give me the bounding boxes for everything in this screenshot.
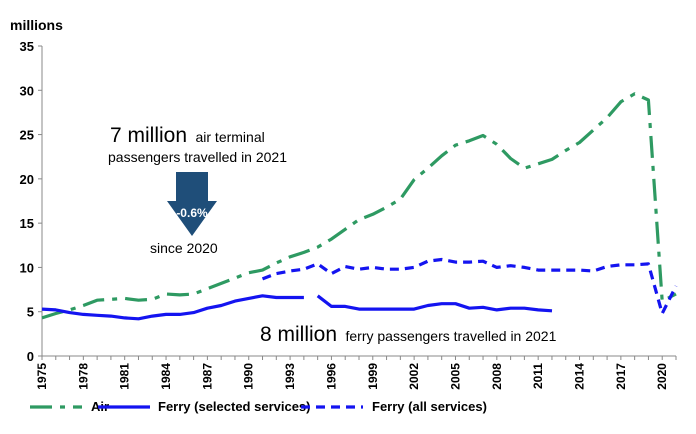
x-tick-label: 2005 [448,363,462,390]
x-tick-label: 1996 [324,363,338,390]
series-line-ferry-selected-services [41,294,304,321]
y-tick-label: 10 [20,260,34,275]
series-line-ferry-selected-services [316,294,553,313]
air-annotation: 7 million air terminal [110,124,265,147]
ferry-annotation-text: ferry passengers travelled in 2021 [345,328,556,344]
x-tick-label: 2002 [407,363,421,390]
x-tick-label: 2014 [573,363,587,390]
arrow-caption: since 2020 [150,240,218,256]
y-tick-label: 20 [20,172,34,187]
series-line-ferry-all-services [261,257,678,316]
air-annotation-value: 7 million [110,124,187,147]
y-tick-label: 25 [20,128,34,143]
y-tick-label: 0 [27,349,34,364]
x-tick-label: 2020 [655,363,669,390]
air-annotation-line2: passengers travelled in 2021 [108,149,287,165]
y-axis-label: millions [10,17,63,33]
y-tick-label: 30 [20,83,34,98]
y-tick-label: 5 [27,305,34,320]
legend: AirFerry (selected services)Ferry (all s… [30,399,487,414]
x-tick-label: 1984 [159,363,173,390]
x-tick-label: 2017 [614,363,628,390]
arrow-change-value: -0.6% [176,206,208,220]
x-tick-label: 1987 [200,363,214,390]
down-arrow-icon [167,172,217,236]
ferry-annotation-value: 8 million [260,323,337,346]
y-tick-label: 35 [20,39,34,54]
x-tick-label: 1999 [366,363,380,390]
x-tick-label: 1975 [35,363,49,390]
series-layer [41,92,678,321]
x-tick-label: 1981 [118,363,132,390]
x-tick-label: 1978 [76,363,90,390]
x-tick-label: 2008 [490,363,504,390]
legend-label: Ferry (all services) [372,399,487,414]
ferry-annotation: 8 million ferry passengers travelled in … [260,323,557,346]
y-ticks: 0 5 10 15 20 25 30 35 [20,39,42,364]
legend-label: Ferry (selected services) [158,399,310,414]
x-tick-label: 1990 [242,363,256,390]
air-annotation-text: air terminal [195,129,264,145]
x-ticks: 1975 1978 1981 1984 1987 1990 1993 1996 1999 2002… [35,356,677,390]
x-tick-label: 1993 [283,363,297,390]
y-tick-label: 15 [20,216,34,231]
x-tick-label: 2011 [531,363,545,389]
